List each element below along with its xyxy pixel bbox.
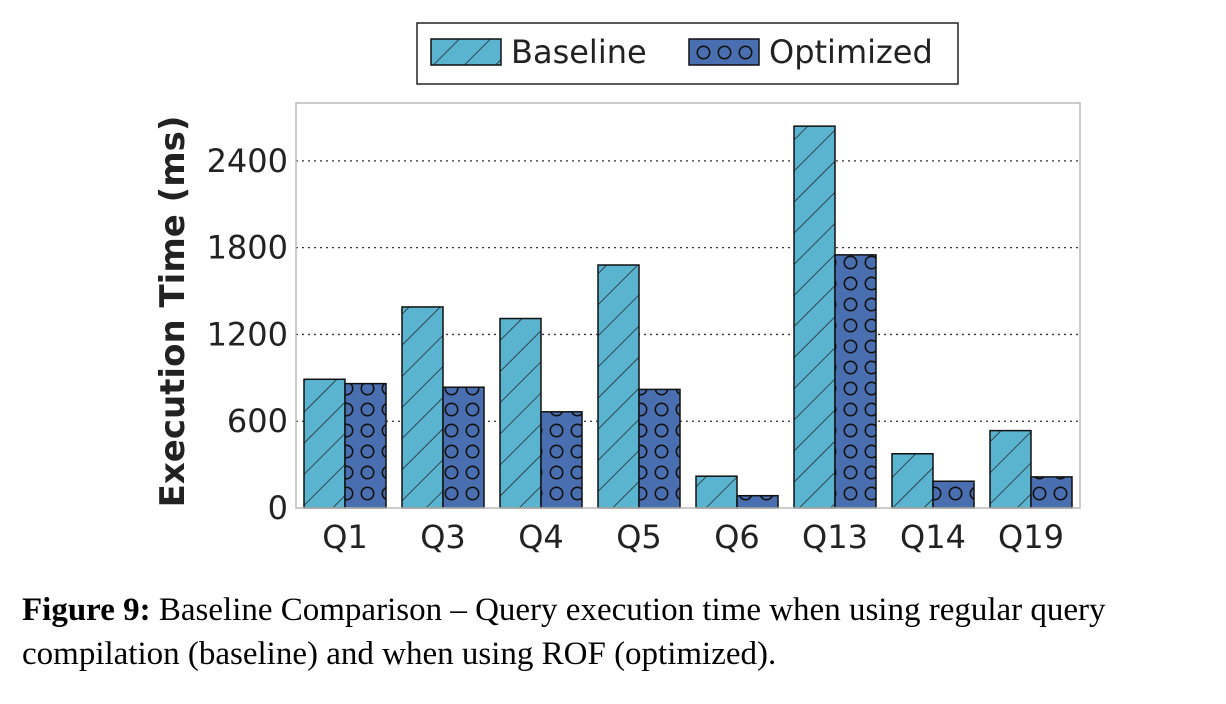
y-axis-label: Execution Time (ms) — [153, 116, 193, 508]
bar-baseline-q14 — [891, 453, 934, 509]
grid-lines — [296, 160, 1080, 422]
legend-swatch-baseline — [430, 38, 502, 66]
bar-optimized-q5 — [638, 388, 681, 509]
x-tick-label: Q5 — [616, 518, 662, 556]
legend: Baseline Optimized — [416, 22, 959, 85]
y-tick-label: 600 — [227, 402, 288, 440]
caption-label: Figure 9: — [22, 592, 151, 628]
bar-baseline-q4 — [499, 317, 542, 509]
bar-baseline-q19 — [989, 429, 1032, 509]
bars — [303, 125, 1073, 509]
x-tick-label: Q13 — [802, 518, 868, 556]
bar-baseline-q5 — [597, 264, 640, 509]
x-tick-label: Q19 — [998, 518, 1064, 556]
x-tick-label: Q4 — [518, 518, 564, 556]
y-tick-label: 1200 — [207, 315, 288, 353]
bar-baseline-q3 — [401, 306, 444, 509]
bar-baseline-q13 — [793, 125, 836, 509]
x-tick-label: Q1 — [322, 518, 368, 556]
x-tick-label: Q14 — [900, 518, 966, 556]
figure-caption: Figure 9: Baseline Comparison – Query ex… — [22, 588, 1217, 676]
bar-optimized-q1 — [344, 382, 387, 509]
legend-label-optimized: Optimized — [769, 33, 933, 71]
y-tick-label: 1800 — [207, 229, 288, 267]
bar-optimized-q3 — [442, 386, 485, 509]
bar-baseline-q6 — [695, 475, 738, 509]
x-tick-label: Q3 — [420, 518, 466, 556]
bar-optimized-q13 — [834, 254, 877, 509]
bar-optimized-q19 — [1030, 476, 1073, 509]
caption-text: Baseline Comparison – Query execution ti… — [22, 592, 1106, 672]
legend-box — [416, 22, 959, 85]
legend-label-baseline: Baseline — [511, 33, 647, 71]
bar-optimized-q6 — [736, 494, 779, 509]
bar-chart: 0 600 1200 1800 2400 Q1 Q3 Q4 Q5 Q6 Q13 Q14 Q19 Exec… — [153, 22, 1081, 556]
axes: 0 600 1200 1800 2400 Q1 Q3 Q4 Q5 Q6 Q13 Q14 Q19 — [207, 142, 1064, 556]
x-tick-label: Q6 — [714, 518, 760, 556]
y-tick-label: 2400 — [207, 142, 288, 180]
bar-optimized-q4 — [540, 411, 583, 509]
bar-optimized-q14 — [932, 480, 975, 509]
bar-baseline-q1 — [303, 378, 346, 509]
y-tick-label: 0 — [268, 489, 288, 527]
legend-swatch-optimized — [688, 38, 760, 66]
plot-frame — [295, 102, 1081, 509]
